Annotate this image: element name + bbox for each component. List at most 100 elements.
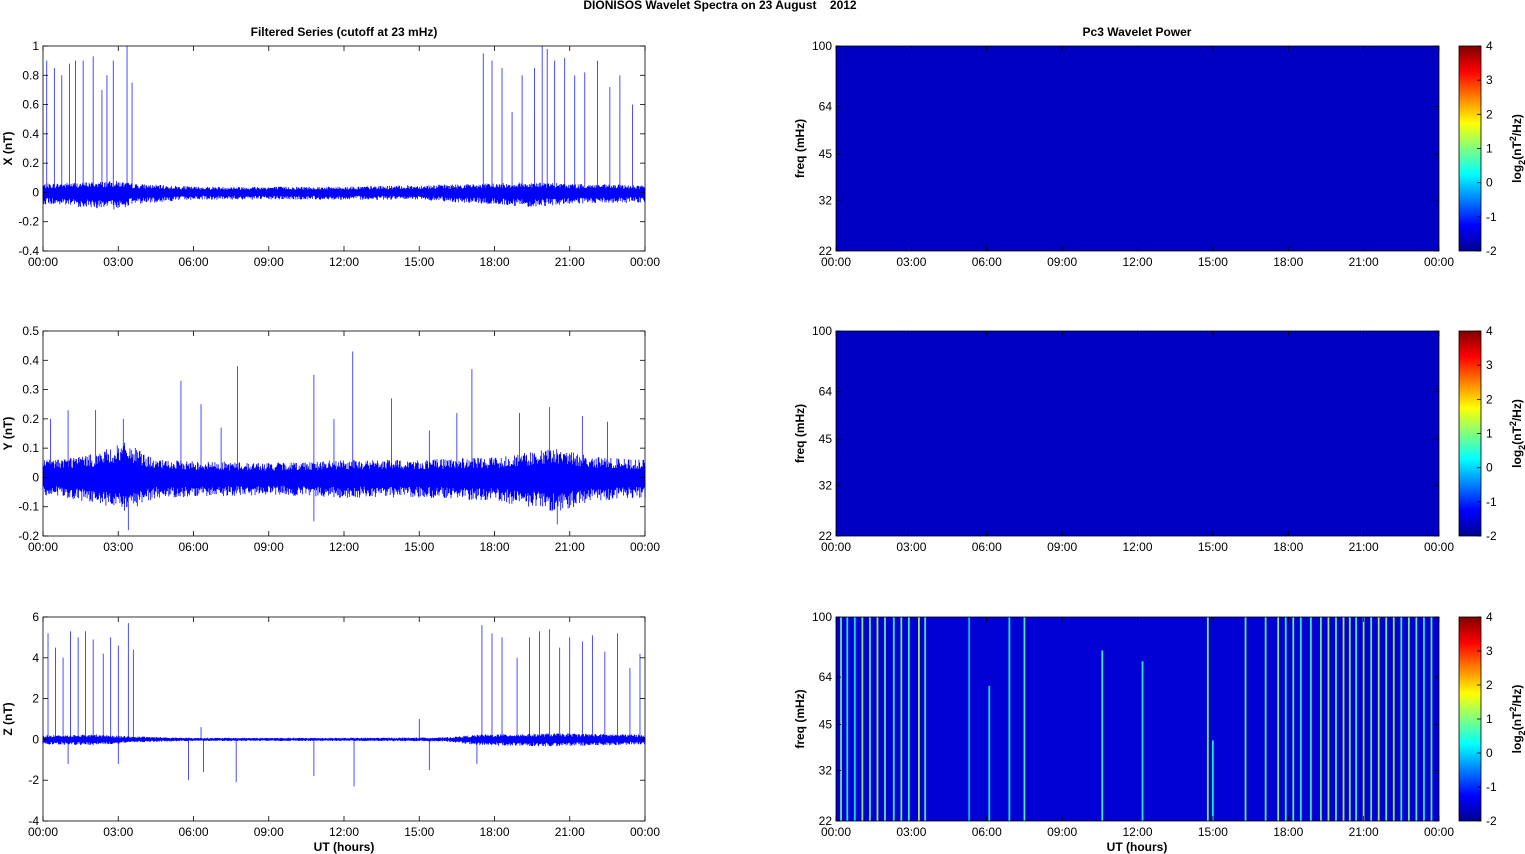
colorbar-tick-label: 3 [1486,644,1493,658]
y-tick-label: 0.3 [22,383,39,397]
x-tick-label: 03:00 [103,540,133,554]
power-streak [1423,617,1425,821]
x-tick-label: 21:00 [1349,825,1379,839]
y-tick-label: 32 [819,478,833,492]
y-tick-label: 64 [819,670,833,684]
power-streak [924,617,927,821]
y-tick-label: 2 [32,692,39,706]
power-streak [1101,650,1104,821]
y-tick-label: 0.1 [22,441,39,455]
heatmap-background [836,617,1439,821]
colorbar-tick-label: 2 [1486,678,1493,692]
wavelet-panel-z: -2 -1 0 1 2 3 4 log2(nT2/Hz) 00:00 03:00 06:00 09:0… [793,610,1525,839]
power-streak [1309,617,1312,821]
power-streak [1370,617,1373,821]
colorbar-label: log2(nT2/Hz) [1508,685,1525,754]
power-streak [907,617,910,821]
colorbar-tick-label: 1 [1486,142,1493,156]
y-tick-label: 32 [819,193,833,207]
y-tick-label: -0.2 [18,529,39,543]
x-tick-label: 00:00 [821,825,851,839]
x-tick-label: 00:00 [821,255,851,269]
power-streak [1400,617,1403,821]
power-streak [1415,617,1418,821]
power-streak [853,617,856,821]
power-streak [1342,617,1345,821]
colorbar-tick-label: -1 [1486,780,1497,794]
y-tick-label: 45 [819,432,833,446]
colorbar-tick-label: 2 [1486,392,1493,406]
y-axis-label: Z (nT) [1,702,15,735]
x-tick-label: 03:00 [103,255,133,269]
y-tick-label: 0.5 [22,324,39,338]
heatmap-background [836,331,1439,536]
colorbar-tick-label: 4 [1486,610,1493,624]
x-tick-label: 00:00 [630,825,660,839]
power-streak [1206,617,1209,821]
power-streak [1348,617,1351,821]
power-streak [1244,617,1247,821]
wavelet-panel-x: -2 -1 0 1 2 3 4 log2(nT2/Hz) 00:00 03:00 06:00 09:0… [793,39,1525,269]
x-tick-label: 00:00 [821,540,851,554]
y-tick-label: 22 [819,244,833,258]
colorbar-label: log2(nT2/Hz) [1508,399,1525,468]
x-tick-label: 00:00 [28,540,58,554]
colorbar-tick-label: 4 [1486,324,1493,338]
y-tick-label: 0.6 [22,98,39,112]
x-tick-label: 03:00 [103,825,133,839]
series-panel-y: 00:00 03:00 06:00 09:00 12:00 15:00 18:00 21:00… [1,324,660,554]
power-streak [1335,617,1337,821]
x-tick-label: 09:00 [254,825,284,839]
power-streak [884,617,886,821]
x-tick-label: 09:00 [1047,825,1077,839]
power-streak [1355,617,1357,821]
power-streak [892,617,895,821]
colorbar-tick-label: -2 [1486,244,1497,258]
x-tick-label: 15:00 [1198,825,1228,839]
y-tick-label: 0.2 [22,412,39,426]
x-tick-label: 06:00 [178,825,208,839]
x-tick-label: 15:00 [1198,540,1228,554]
power-streak [1320,617,1322,821]
power-streak [861,617,864,821]
y-tick-label: -0.1 [18,500,39,514]
x-tick-label: 18:00 [1273,540,1303,554]
x-tick-label: 00:00 [1424,825,1454,839]
power-streak [1264,617,1267,821]
y-tick-label: 0.4 [22,353,39,367]
x-tick-label: 03:00 [896,540,926,554]
colorbar-tick-label: 3 [1486,358,1493,372]
colorbar-tick-label: 1 [1486,712,1493,726]
power-streak [1407,617,1410,821]
x-tick-label: 00:00 [1424,255,1454,269]
x-tick-label: 00:00 [630,540,660,554]
x-tick-label: 18:00 [479,255,509,269]
x-tick-label: 21:00 [555,255,585,269]
series-panel-z: 00:00 03:00 06:00 09:00 12:00 15:00 18:00 21:00… [1,610,660,839]
colorbar-tick-label: 3 [1486,73,1493,87]
y-axis-label: freq (mHz) [793,119,807,178]
y-tick-label: -2 [28,773,39,787]
y-tick-label: 0.8 [22,68,39,82]
x-tick-label: 12:00 [329,540,359,554]
y-tick-label: 45 [819,147,833,161]
x-tick-label: 06:00 [972,255,1002,269]
x-tick-label: 18:00 [1273,825,1303,839]
y-axis-label: freq (mHz) [793,404,807,463]
colorbar-tick-label: 2 [1486,107,1493,121]
y-tick-label: 22 [819,529,833,543]
power-streak [1211,740,1214,821]
power-streak [1377,617,1380,821]
y-tick-label: 32 [819,764,833,778]
y-tick-label: 0 [32,732,39,746]
colorbar-tick-label: -2 [1486,814,1497,828]
x-tick-label: 18:00 [1273,255,1303,269]
y-tick-label: 100 [812,610,832,624]
colorbar-tick-label: 0 [1486,461,1493,475]
x-tick-label: 21:00 [1349,540,1379,554]
x-tick-label: 09:00 [254,255,284,269]
y-axis-label: Y (nT) [1,417,15,451]
x-tick-label: 21:00 [555,825,585,839]
x-tick-label: 12:00 [1122,255,1152,269]
